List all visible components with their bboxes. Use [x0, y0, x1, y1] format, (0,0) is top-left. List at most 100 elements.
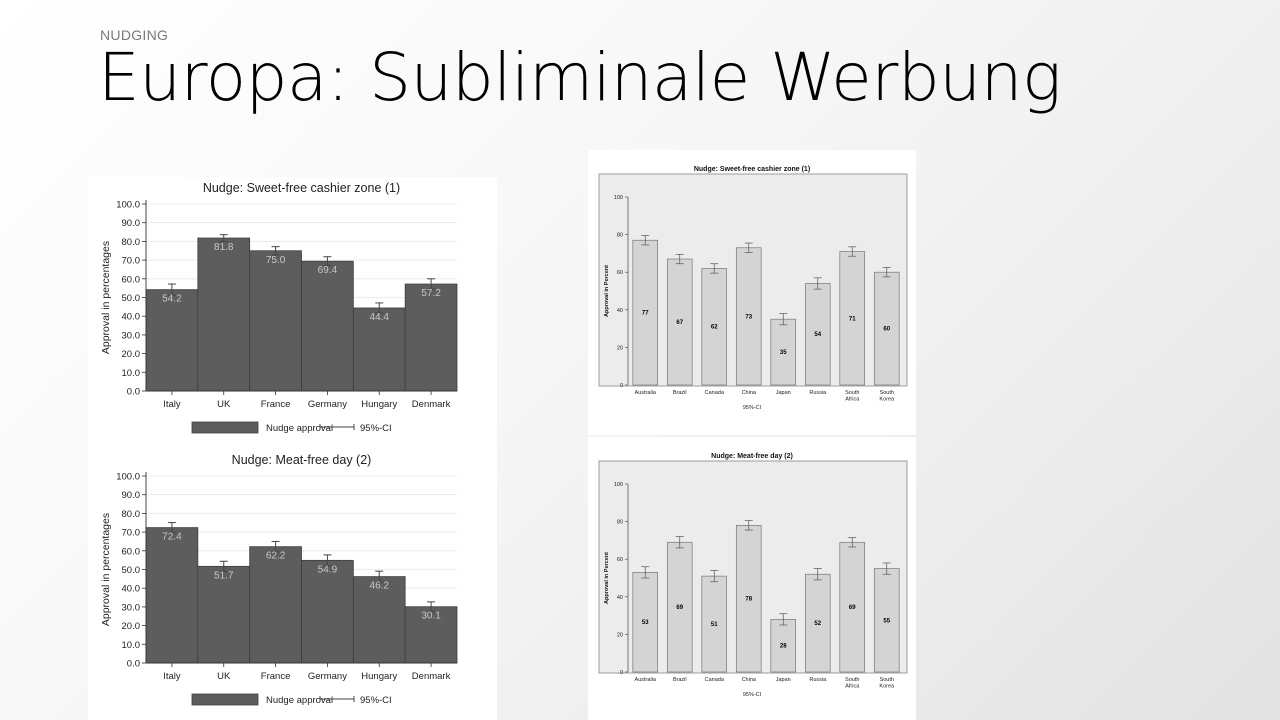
world1-data-label: 67 — [676, 320, 683, 326]
world1-ytick-label: 20 — [617, 345, 623, 351]
world2-ytick-label: 0 — [620, 670, 623, 676]
eu1-data-label: 81.8 — [214, 242, 234, 253]
eu2-ytick-label: 100.0 — [116, 472, 140, 483]
eu1-legend-swatch — [191, 421, 259, 434]
world1-category-label: South — [880, 390, 894, 396]
world1-ytick-label: 0 — [620, 383, 623, 389]
eu2-ylabel: Approval in percentages — [100, 513, 112, 626]
eu1-legend-label: Nudge approval — [266, 423, 333, 434]
eu2-data-label: 62.2 — [266, 551, 286, 562]
world1-category-label: Brazil — [673, 390, 687, 396]
slide-title: Europa: Subliminale Werbung — [98, 39, 1062, 116]
eu2-ytick-label: 0.0 — [127, 659, 140, 670]
world2-bar — [770, 619, 797, 673]
world1-ytick-label: 60 — [617, 270, 623, 276]
world1-category-label: Africa — [845, 397, 860, 403]
eu1-ytick-label: 80.0 — [122, 237, 141, 248]
eu2-ytick-label: 80.0 — [122, 509, 141, 520]
eu1-bar — [301, 260, 354, 392]
eu1-bar — [197, 237, 251, 392]
eu2-ytick-label: 70.0 — [122, 528, 141, 539]
eu1-ytick-label: 90.0 — [122, 218, 141, 229]
world1-category-label: China — [742, 390, 757, 396]
world2-data-label: 53 — [642, 620, 649, 626]
eu2-category-label: Germany — [308, 671, 347, 682]
world1-bar — [632, 239, 659, 386]
world2-ytick-label: 100 — [614, 482, 623, 488]
eu1-ytick-label: 100.0 — [116, 200, 140, 211]
eu1-data-label: 54.2 — [162, 294, 182, 305]
world2-ylabel: Approval in Percent — [604, 552, 610, 604]
world2-bar — [873, 568, 900, 673]
world1-data-label: 73 — [745, 314, 752, 320]
world2-ytick-label: 60 — [617, 557, 623, 563]
world2-data-label: 78 — [745, 597, 752, 603]
world-chart-meat-svg: Nudge: Meat-free day (2) Approval in Perc… — [598, 453, 908, 698]
world1-xlabel: 95%-CI — [743, 405, 762, 411]
world2-title: Nudge: Meat-free day (2) — [711, 453, 793, 460]
eu1-ytick-label: 60.0 — [122, 274, 141, 285]
world2-data-label: 28 — [780, 644, 787, 650]
world2-category-label: Japan — [776, 677, 791, 683]
world1-bar — [804, 283, 831, 386]
eu1-data-label: 75.0 — [266, 255, 286, 266]
world2-ytick-label: 20 — [617, 632, 623, 638]
world2-category-label: South — [880, 677, 894, 683]
world1-data-label: 77 — [642, 311, 649, 317]
eu1-bar — [404, 283, 458, 392]
world1-ylabel: Approval in Percent — [604, 265, 610, 317]
eu1-title: Nudge: Sweet-free cashier zone (1) — [203, 181, 400, 195]
world2-category-label: Canada — [705, 677, 725, 683]
world1-category-label: South — [845, 390, 859, 396]
eu1-ytick-label: 20.0 — [122, 349, 141, 360]
eu2-ytick-label: 30.0 — [122, 602, 141, 613]
eu2-ytick-label: 50.0 — [122, 565, 141, 576]
eu2-bar — [197, 565, 251, 664]
world-chart-sweets-svg: Nudge: Sweet-free cashier zone (1) Approv… — [598, 166, 908, 411]
world2-ytick-label: 80 — [617, 520, 623, 526]
eu1-category-label: France — [261, 399, 291, 410]
world1-category-label: Australia — [635, 390, 657, 396]
europe-charts-svg: Nudge: Sweet-free cashier zone (1) Approv… — [100, 181, 458, 706]
eu1-data-label: 69.4 — [318, 265, 338, 276]
eu2-ytick-label: 20.0 — [122, 621, 141, 632]
world2-bar — [632, 572, 659, 673]
world2-category-label: China — [742, 677, 757, 683]
eu2-legend-label: 95%-CI — [360, 695, 392, 706]
world1-title: Nudge: Sweet-free cashier zone (1) — [694, 166, 810, 173]
eu1-category-label: Germany — [308, 399, 347, 410]
world1-data-label: 60 — [883, 327, 890, 333]
world-chart-sweets-panel: Nudge: Sweet-free cashier zone (1) Approv… — [588, 150, 916, 435]
eu1-ytick-label: 0.0 — [127, 387, 140, 398]
eu2-data-label: 54.9 — [318, 564, 338, 575]
eu1-bar — [145, 289, 199, 392]
world2-category-label: Australia — [635, 677, 657, 683]
world2-data-label: 69 — [849, 605, 856, 611]
world1-data-label: 35 — [780, 350, 787, 356]
world-chart-meat-panel: Nudge: Meat-free day (2) Approval in Perc… — [588, 437, 916, 720]
eu2-bar — [145, 527, 199, 664]
eu2-category-label: Hungary — [361, 671, 397, 682]
world2-category-label: Africa — [845, 684, 860, 690]
eu2-ytick-label: 40.0 — [122, 584, 141, 595]
eu2-legend-swatch — [191, 693, 259, 706]
eu2-data-label: 46.2 — [370, 581, 390, 592]
eu2-category-label: Denmark — [412, 671, 451, 682]
eu2-category-label: France — [261, 671, 291, 682]
world1-category-label: Korea — [879, 397, 895, 403]
world2-category-label: Korea — [879, 684, 895, 690]
eu2-ytick-label: 60.0 — [122, 546, 141, 557]
world2-data-label: 52 — [814, 621, 821, 627]
eu2-data-label: 72.4 — [162, 532, 182, 543]
world2-data-label: 51 — [711, 622, 718, 628]
eu2-category-label: UK — [217, 671, 231, 682]
eu2-ytick-label: 90.0 — [122, 490, 141, 501]
eu2-data-label: 30.1 — [421, 611, 441, 622]
world1-data-label: 62 — [711, 325, 718, 331]
eu1-ytick-label: 30.0 — [122, 330, 141, 341]
eu1-legend-label: 95%-CI — [360, 423, 392, 434]
world1-ytick-label: 40 — [617, 308, 623, 314]
europe-charts-panel: Nudge: Sweet-free cashier zone (1) Approv… — [88, 177, 497, 720]
world1-bar — [770, 318, 797, 386]
world2-category-label: Brazil — [673, 677, 687, 683]
